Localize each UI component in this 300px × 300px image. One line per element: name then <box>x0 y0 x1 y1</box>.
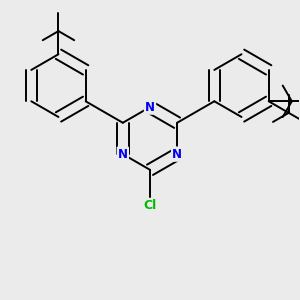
Text: N: N <box>172 148 182 160</box>
Text: N: N <box>145 100 155 114</box>
Text: Cl: Cl <box>143 199 157 212</box>
Text: N: N <box>118 148 128 160</box>
